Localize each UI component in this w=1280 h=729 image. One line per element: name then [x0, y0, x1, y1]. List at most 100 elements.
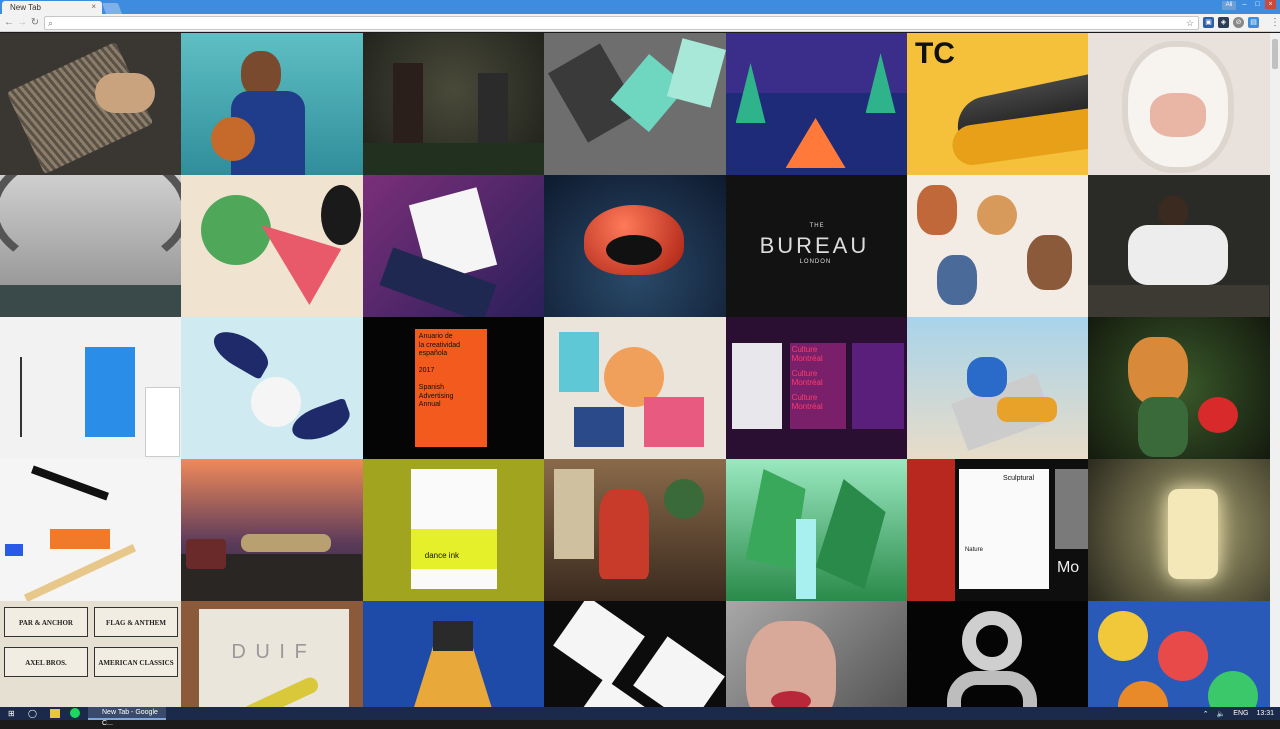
- volume-icon[interactable]: 🔈: [1216, 710, 1226, 718]
- reload-icon[interactable]: ↻: [30, 17, 40, 28]
- tab-title: New Tab: [10, 3, 41, 12]
- window-controls: – □ ×: [1239, 0, 1276, 10]
- tray-chevron-icon[interactable]: ⌃: [1202, 710, 1209, 718]
- tile-chrome-typography[interactable]: [906, 601, 1089, 707]
- anuario-line: [419, 376, 483, 385]
- vertical-scrollbar[interactable]: [1270, 33, 1280, 707]
- dance-ink-text: dance ink: [424, 551, 460, 560]
- culture-line: Montréal: [791, 354, 823, 363]
- vintage-label: AXEL BROS.: [4, 647, 88, 677]
- anuario-line: Annual: [418, 401, 441, 408]
- tile-tc-yellow-product[interactable]: TC: [906, 33, 1089, 175]
- tab-new-tab[interactable]: New Tab ×: [2, 1, 102, 14]
- profile-button[interactable]: Ali: [1222, 1, 1236, 10]
- language-indicator[interactable]: ENG: [1233, 710, 1249, 717]
- tile-bowling-alley[interactable]: [362, 601, 545, 707]
- tile-campfire-illustration[interactable]: [725, 33, 907, 175]
- tile-glowing-portal[interactable]: [1088, 459, 1270, 601]
- taskbar-chrome-app[interactable]: New Tab - Google C...: [88, 707, 166, 727]
- clock[interactable]: 13:31: [1256, 710, 1274, 717]
- culture-text-block: Culture Montréal Culture Montréal Culture Mon…: [792, 345, 844, 417]
- tile-purple-brochure[interactable]: [362, 175, 545, 317]
- tile-white-monkey[interactable]: [1088, 33, 1270, 175]
- tile-ladybug[interactable]: [544, 175, 726, 317]
- tile-warehouse-hall[interactable]: [0, 175, 182, 317]
- taskbar-chrome-label: New Tab - Google C...: [102, 709, 158, 727]
- new-tab-button[interactable]: [101, 3, 123, 14]
- search-icon: ⌕: [48, 18, 54, 28]
- anuario-line: Anuario de: [418, 333, 453, 340]
- search-taskbar-icon[interactable]: ◯: [28, 709, 37, 718]
- omnibox[interactable]: ⌕ ☆: [44, 16, 1199, 30]
- tile-abstract-illustration[interactable]: [181, 175, 363, 317]
- anuario-line: la creatividad: [418, 341, 461, 349]
- tile-bureau-london[interactable]: THE BUREAU LONDON: [725, 175, 907, 317]
- tile-basketball-player[interactable]: [181, 33, 363, 175]
- tile-business-cards[interactable]: [0, 33, 182, 175]
- anuario-line: española: [418, 350, 448, 357]
- nature-text: Nature: [964, 547, 983, 553]
- tile-anuario-book[interactable]: Anuario de la creatividad española 2017 Span…: [362, 317, 545, 459]
- browser-toolbar: ← → ↻ ⌕ ☆ ▣ ◈ ⊘ ▤ ⋮: [0, 14, 1280, 32]
- extension-window-icon[interactable]: ▤: [1248, 17, 1259, 28]
- image-grid: TC THE BUREAU LONDON: [0, 33, 1270, 707]
- vintage-label: FLAG & ANTHEM: [94, 607, 178, 637]
- menu-icon[interactable]: ⋮: [1270, 17, 1280, 28]
- culture-line: Culture: [791, 345, 818, 354]
- bookmark-star-icon[interactable]: ☆: [1185, 18, 1194, 28]
- tile-dance-ink-magazine[interactable]: dance ink: [362, 459, 545, 601]
- extension-shield-icon[interactable]: ◈: [1218, 17, 1229, 28]
- tile-black-white-cards[interactable]: [544, 601, 726, 707]
- tab-close-icon[interactable]: ×: [91, 2, 96, 11]
- bureau-the-text: THE: [809, 223, 825, 229]
- culture-line: Culture: [791, 393, 818, 402]
- tile-green-fantasy-landscape[interactable]: [725, 459, 907, 601]
- tile-culture-montreal[interactable]: Culture Montréal Culture Montréal Culture Mon…: [725, 317, 907, 459]
- anuario-line: Spanish: [418, 384, 445, 391]
- extension-block-icon[interactable]: ⊘: [1233, 17, 1244, 28]
- anuario-line: [419, 359, 483, 368]
- tile-woman-in-room[interactable]: [544, 459, 726, 601]
- tile-face-closeup[interactable]: [725, 601, 907, 707]
- tile-desert-car[interactable]: [181, 459, 363, 601]
- forward-arrow-icon[interactable]: →: [17, 17, 27, 28]
- tile-architecture-render[interactable]: [0, 459, 182, 601]
- title-bar: New Tab × Ali – □ ×: [0, 0, 1280, 14]
- duif-title-text: D U I F: [231, 641, 309, 663]
- culture-line: Montréal: [791, 402, 823, 411]
- mo-text: Mo: [1056, 559, 1080, 576]
- tile-bird-3d[interactable]: [181, 317, 363, 459]
- tile-abstract-shapes[interactable]: [544, 317, 726, 459]
- culture-poster: Culture Montréal Culture Montréal Culture Mon…: [789, 343, 846, 429]
- system-tray: ⌃ 🔈 ENG 13:31: [1203, 707, 1274, 720]
- tile-carrot-creature[interactable]: [1088, 317, 1270, 459]
- scrollbar-thumb[interactable]: [1272, 39, 1278, 69]
- extension-bookmark-icon[interactable]: ▣: [1203, 17, 1214, 28]
- vintage-label: PAR & ANCHOR: [4, 607, 88, 637]
- anuario-text-block: Anuario de la creatividad española 2017 Span…: [419, 333, 483, 410]
- tile-colorful-characters[interactable]: [1088, 601, 1270, 707]
- file-explorer-icon[interactable]: [50, 709, 60, 718]
- tile-karate-kid[interactable]: [1088, 175, 1270, 317]
- tile-forest-portrait[interactable]: [362, 33, 545, 175]
- minimize-button[interactable]: –: [1242, 1, 1247, 8]
- tile-vintage-labels[interactable]: PAR & ANCHOR FLAG & ANTHEM AXEL BROS. AMERI…: [0, 601, 182, 707]
- back-arrow-icon[interactable]: ←: [4, 17, 14, 28]
- address-input[interactable]: [59, 17, 1179, 29]
- maximize-button[interactable]: □: [1255, 1, 1260, 8]
- tile-cartoon-characters[interactable]: [906, 175, 1089, 317]
- tile-duif-book[interactable]: D U I F: [181, 601, 363, 707]
- tile-woman-on-stairs[interactable]: [906, 317, 1089, 459]
- tile-white-stationery[interactable]: [0, 317, 182, 459]
- sculptural-text: Sculptural: [1002, 475, 1035, 482]
- tile-sculptural-layout[interactable]: Sculptural Nature Mo: [906, 459, 1089, 601]
- bureau-london-text: LONDON: [799, 259, 832, 265]
- windows-taskbar: ⊞ ◯ New Tab - Google C... ⌃ 🔈 ENG 13:31: [0, 707, 1280, 727]
- culture-line: Montréal: [791, 378, 823, 387]
- anuario-book-cover: Anuario de la creatividad española 2017 Span…: [414, 329, 487, 447]
- close-window-button[interactable]: ×: [1265, 0, 1276, 9]
- start-icon[interactable]: ⊞: [8, 709, 15, 718]
- tile-brand-stationery[interactable]: [544, 33, 726, 175]
- tc-logo-text: TC: [914, 37, 955, 70]
- spotify-icon[interactable]: [70, 708, 80, 718]
